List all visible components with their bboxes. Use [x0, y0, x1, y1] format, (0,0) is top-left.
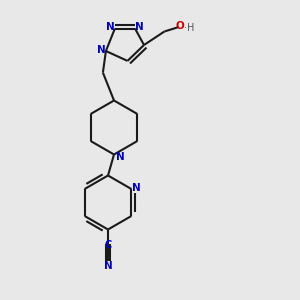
Text: N: N	[116, 152, 124, 162]
Text: C: C	[104, 240, 112, 250]
Text: O: O	[175, 21, 184, 32]
Text: ·H: ·H	[184, 23, 194, 33]
Text: N: N	[135, 22, 144, 32]
Text: N: N	[132, 183, 141, 194]
Text: N: N	[103, 261, 112, 271]
Text: N: N	[97, 45, 106, 56]
Text: N: N	[106, 22, 115, 32]
